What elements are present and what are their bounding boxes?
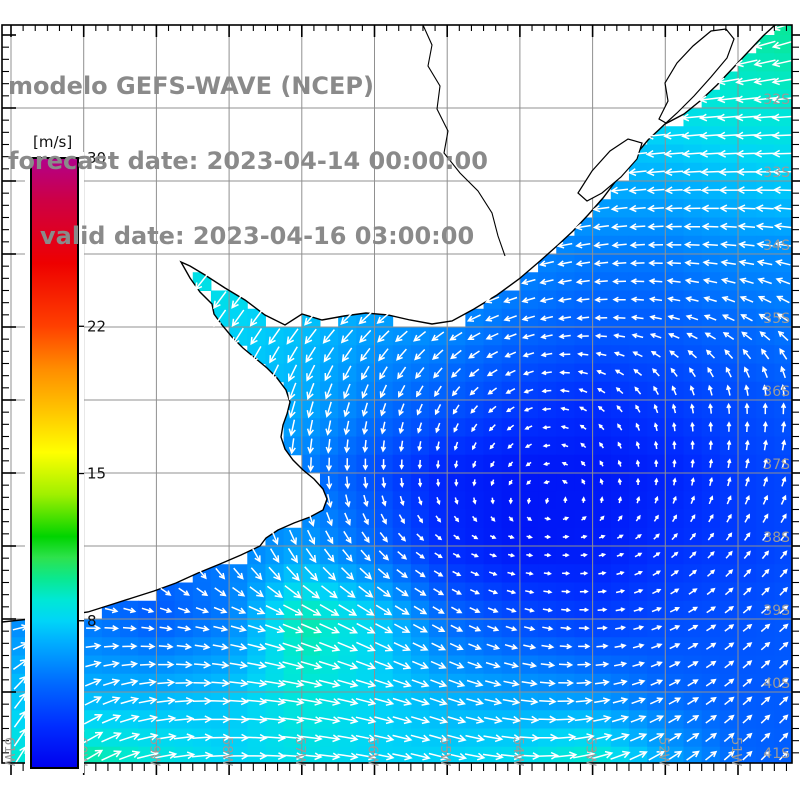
lon-label: 53W (583, 737, 598, 767)
lon-label: 59W (146, 737, 161, 767)
colorbar: 30 22 15 8 [m/s] (25, 133, 106, 773)
lagoa-mirim (577, 138, 643, 202)
lat-label: 40S (763, 676, 790, 692)
lagoa-dos-patos (658, 28, 735, 124)
lat-label: 38S (763, 530, 790, 546)
river (422, 25, 506, 257)
colorbar-tick-label: 30 (87, 149, 106, 167)
colorbar-tick-label: 22 (87, 317, 106, 335)
lat-label: 41S (763, 746, 790, 762)
lat-label: 37S (763, 457, 790, 473)
lon-label: 61W (1, 737, 16, 767)
colorbar-unit: [m/s] (33, 133, 72, 151)
colorbar-tick-label: 8 (87, 612, 97, 630)
axis-labels: 32S33S34S35S36S37S38S39S40S41S61W60W59W5… (1, 92, 790, 767)
colorbar-tick-label: 15 (87, 465, 106, 483)
coastline (2, 25, 776, 623)
lat-label: 39S (763, 603, 790, 619)
lon-label: 57W (292, 737, 307, 767)
lon-label: 58W (219, 737, 234, 767)
lon-label: 55W (437, 737, 452, 767)
lon-label: 54W (510, 737, 525, 767)
map-frame-ticks (1, 24, 800, 775)
lon-label: 56W (365, 737, 380, 767)
lon-label: 51W (728, 737, 743, 767)
lat-label: 32S (763, 92, 790, 108)
lon-label: 52W (655, 737, 670, 767)
lat-label: 36S (763, 384, 790, 400)
graticule (2, 25, 792, 763)
lat-label: 35S (763, 311, 790, 327)
lat-label: 34S (763, 238, 790, 254)
lat-label: 33S (763, 165, 790, 181)
wind-arrows (12, 25, 792, 763)
